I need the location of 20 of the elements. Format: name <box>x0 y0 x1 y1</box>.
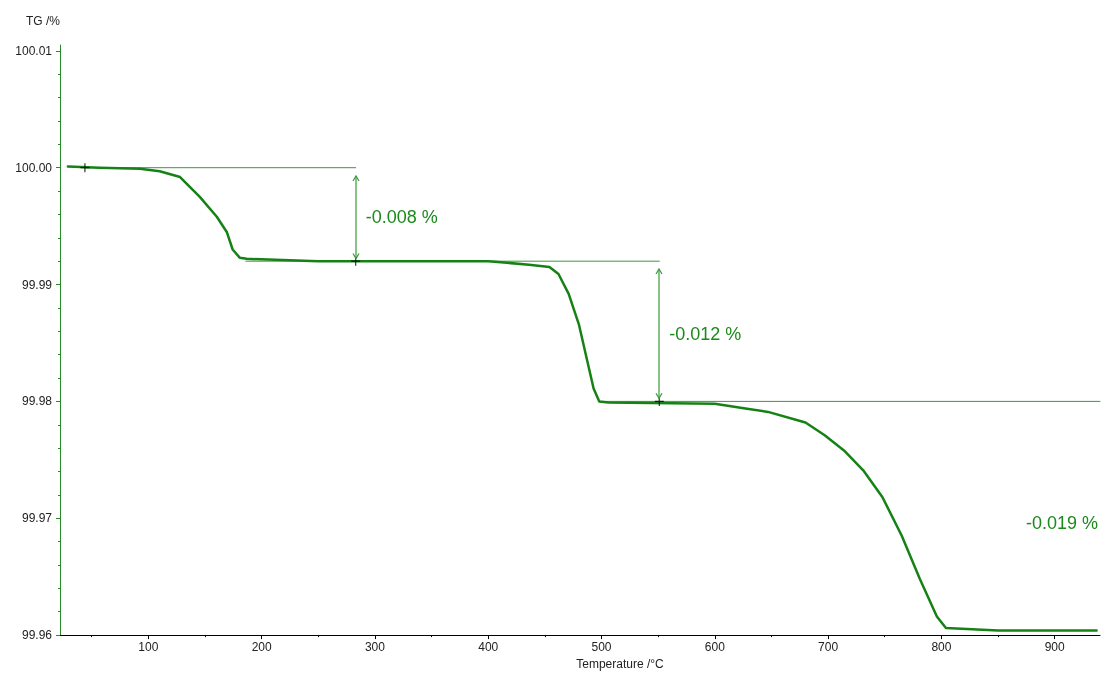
annotation: -0.008 % <box>365 206 438 227</box>
y-tick-label: 99.98 <box>21 394 53 409</box>
annotation: -0.019 % <box>1025 513 1098 533</box>
x-tick-label: 800 <box>931 640 952 655</box>
x-tick-label: 700 <box>818 640 839 655</box>
y-tick-label: 99.99 <box>21 277 53 292</box>
x-tick-label: 100 <box>138 640 159 655</box>
y-tick-label: 99.97 <box>21 511 53 526</box>
x-tick-label: 300 <box>364 640 386 655</box>
x-tick-label: 400 <box>478 640 499 655</box>
x-tick-label: 200 <box>251 640 272 655</box>
x-tick-label: 900 <box>1044 640 1066 655</box>
x-axis-title: Temperature /°C <box>576 657 665 671</box>
annotation: -0.012 % <box>669 323 742 344</box>
x-tick-label: 600 <box>704 640 726 655</box>
y-tick-label: 100.00 <box>15 160 53 175</box>
y-tick-label: 99.96 <box>21 628 53 643</box>
x-tick-label: 500 <box>591 640 612 655</box>
y-axis-title: TG /% <box>25 14 61 28</box>
y-tick-label: 100.01 <box>15 43 53 58</box>
